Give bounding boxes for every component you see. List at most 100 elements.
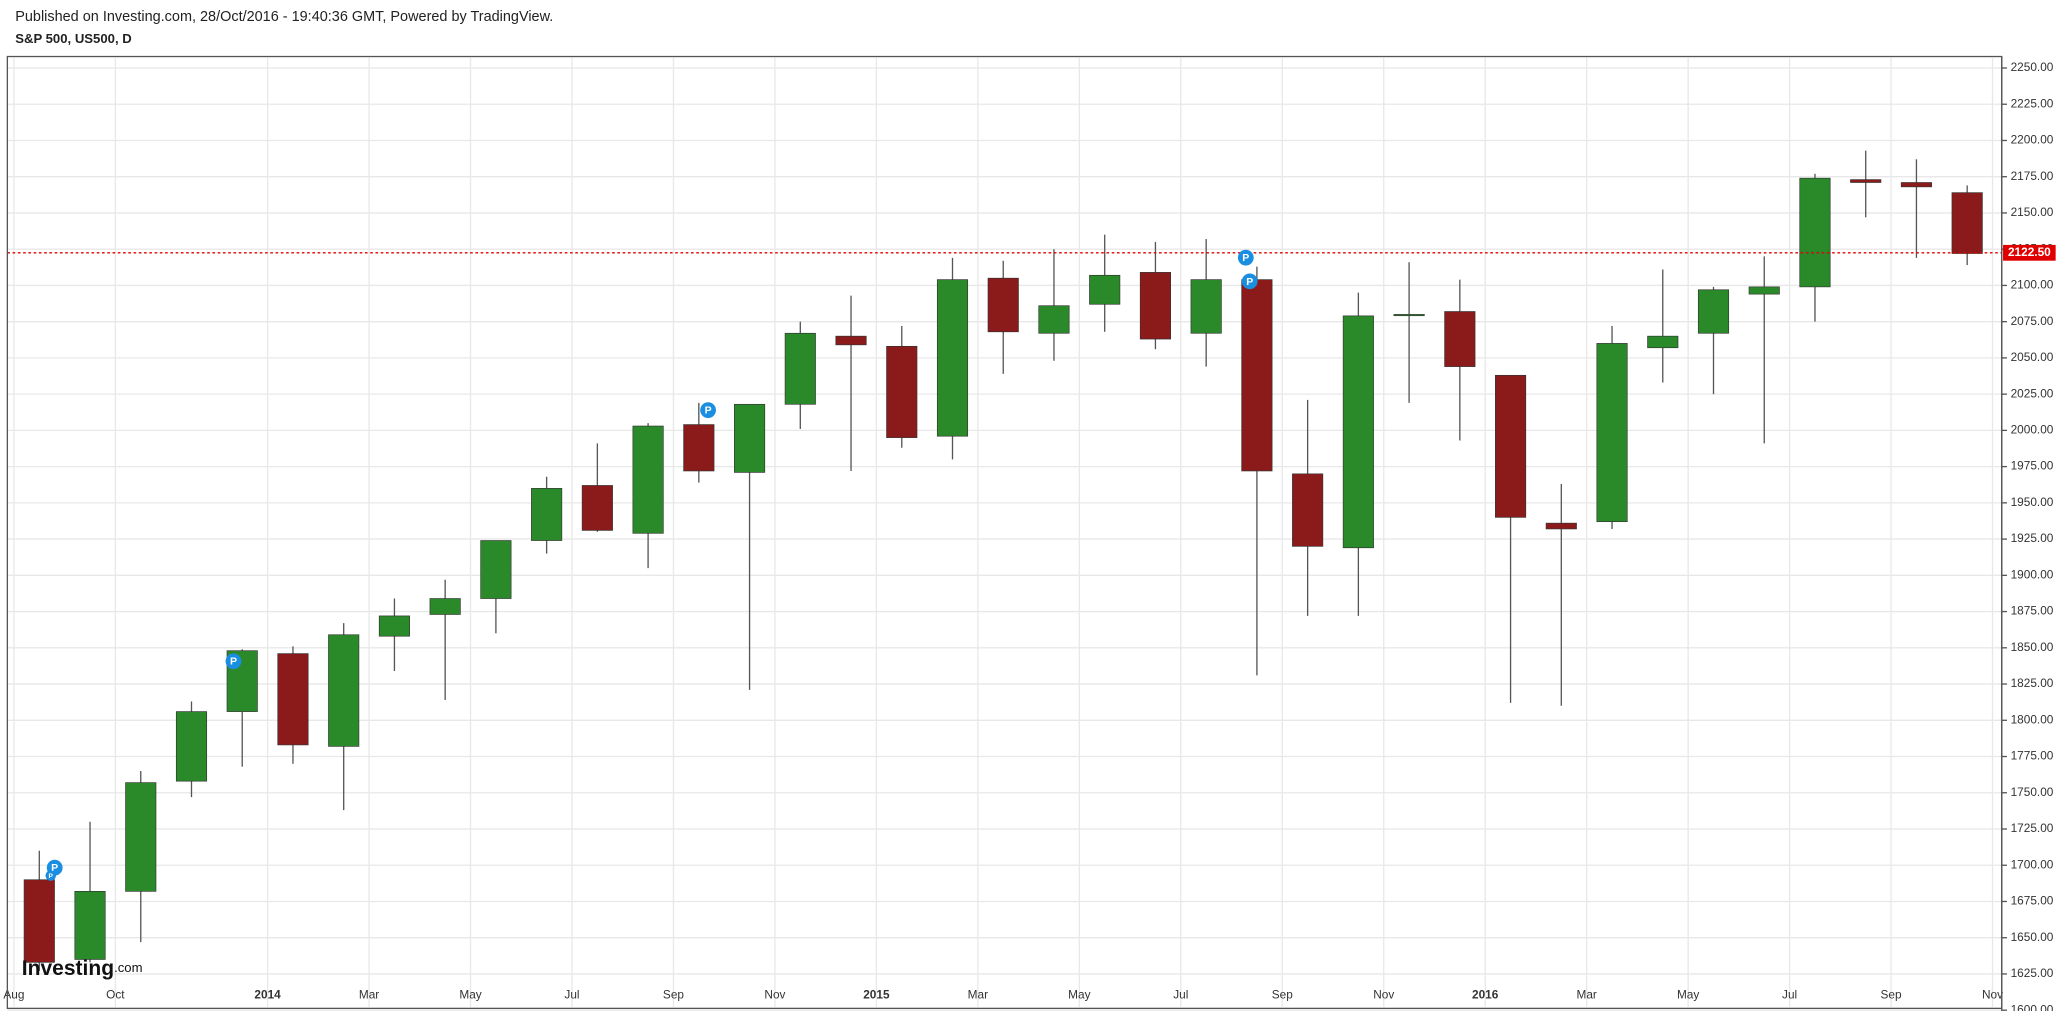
marker-label: P [1246,276,1253,288]
x-tick-label: Sep [663,987,684,1001]
candle-body [1089,274,1121,305]
candle-body [1900,182,1932,188]
candle-body [328,634,360,747]
candle-body [531,488,563,541]
candle-body [1596,343,1628,523]
candle-body [378,615,410,637]
candle-body [1850,179,1882,183]
symbol-line: S&P 500, US500, D [15,31,132,46]
x-tick-label: Aug [3,987,24,1001]
y-tick-label: 1825.00 [2011,676,2054,690]
marker[interactable] [45,870,56,881]
y-tick-label: 1850.00 [2011,640,2054,654]
candle-body [683,424,715,472]
y-tick-label: 1625.00 [2011,966,2054,980]
candle-body [1495,374,1527,518]
x-tick-label: Sep [1272,987,1293,1001]
x-tick-label: May [1677,987,1699,1001]
candle-body [1951,192,1983,254]
marker[interactable] [225,653,242,670]
y-tick-label: 1650.00 [2011,930,2054,944]
y-tick-label: 2150.00 [2011,205,2054,219]
candle-body [125,782,157,892]
y-tick-label: 2025.00 [2011,386,2054,400]
x-tick-label: May [459,987,481,1001]
candle-body [1038,305,1070,334]
marker-label: P [51,862,58,874]
x-tick-label: Mar [968,987,988,1001]
logo-name: Investing [22,956,114,979]
marker-label: P [49,873,54,880]
candle-body [1190,279,1222,334]
candle-body [632,425,664,534]
marker-label: P [1242,252,1249,264]
candle-body [835,335,867,346]
candle-body [480,540,512,599]
y-tick-label: 1975.00 [2011,459,2054,473]
candle-body [1697,289,1730,334]
x-tick-label: Sep [1881,987,1902,1001]
last-price-label: 2122.50 [2008,245,2051,259]
y-tick-label: 1775.00 [2011,749,2054,763]
y-tick-label: 2225.00 [2011,96,2054,110]
candle-body [886,345,918,438]
candle-body [1393,314,1425,317]
y-tick-label: 2200.00 [2011,133,2054,147]
x-tick-label: Nov [764,987,785,1001]
candles [7,150,2002,972]
published-line: Published on Investing.com, 28/Oct/2016 … [15,9,553,25]
y-tick-label: 1925.00 [2011,531,2054,545]
marker-label: P [230,656,237,668]
y-tick-label: 1600.00 [2011,1002,2054,1011]
y-tick-label: 1750.00 [2011,785,2054,799]
x-tick-label: 2015 [863,987,890,1001]
candle-body [1545,522,1577,530]
y-tick-label: 1675.00 [2011,894,2054,908]
candle-body [936,279,969,437]
candle-body [1444,311,1476,367]
y-tick-label: 1900.00 [2011,567,2054,581]
y-tick-label: 1800.00 [2011,712,2054,726]
y-tick-label: 1875.00 [2011,604,2054,618]
y-tick-label: 2175.00 [2011,169,2054,183]
candle-body [23,879,55,963]
y-tick-label: 2100.00 [2011,278,2054,292]
candle-body [1292,473,1324,547]
x-tick-label: Oct [106,987,125,1001]
x-tick-label: Jul [1782,987,1797,1001]
candle-body [734,403,766,473]
candle-body [784,332,816,405]
y-tick-label: 2050.00 [2011,350,2054,364]
logo-suffix: .com [114,960,143,975]
candle-body [429,598,461,615]
x-tick-label: Nov [1982,987,2003,1001]
candle-body [581,485,613,531]
last-price-box [2003,244,2056,261]
y-tick-label: 1725.00 [2011,821,2054,835]
candle-body [1748,286,1780,295]
y-tick-label: 1700.00 [2011,857,2054,871]
x-tick-label: Jul [564,987,579,1001]
candle-body [74,891,106,960]
y-tick-label: 2075.00 [2011,314,2054,328]
candle-body [277,653,309,746]
candle-body [1241,279,1273,472]
marker-label: P [705,405,712,417]
candle-body [987,277,1019,333]
grid: 1600.00 1625.00 1650.00 1675.00 1700.00 1725.… [3,57,2054,1011]
candle-body [1647,335,1679,349]
x-tick-label: Nov [1373,987,1394,1001]
marker[interactable] [1237,249,1254,266]
markers: P P P P P P [45,249,1258,881]
candle-body [175,711,208,782]
x-tick-label: May [1068,987,1090,1001]
candle-body [1139,272,1171,340]
marker[interactable] [700,402,716,419]
marker[interactable] [1241,273,1258,290]
x-tick-label: 2016 [1472,987,1499,1001]
logo: Investing.com [22,956,143,979]
candle-body [1342,315,1374,549]
x-tick-label: Mar [1576,987,1596,1001]
y-tick-label: 2250.00 [2011,60,2054,74]
